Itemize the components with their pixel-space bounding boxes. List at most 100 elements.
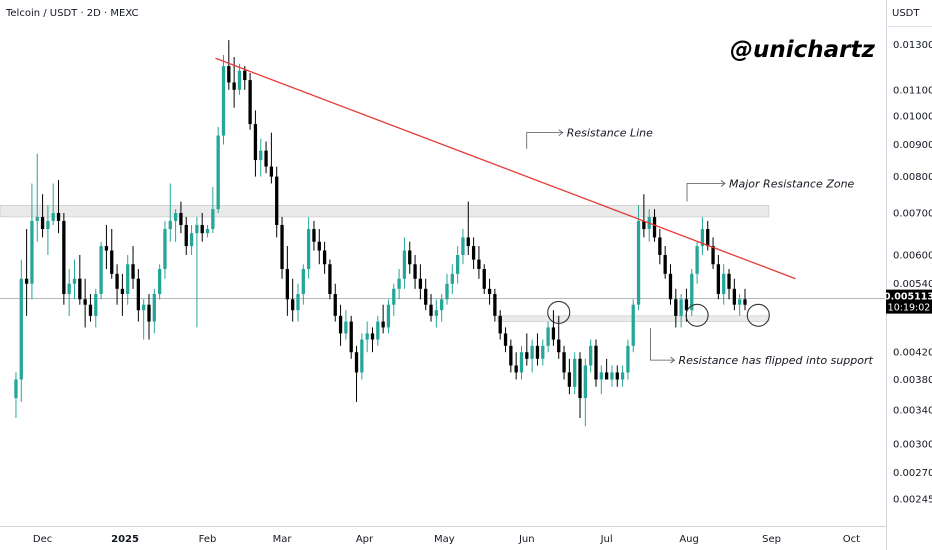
candle-body (296, 294, 300, 311)
candle (333, 283, 337, 322)
candle-body (88, 304, 93, 316)
candle-body (354, 352, 359, 373)
candle (413, 255, 417, 289)
candle-body (317, 241, 321, 251)
candle-body (626, 345, 630, 373)
candle (62, 212, 66, 305)
candle (716, 255, 721, 300)
candle-body (285, 268, 290, 300)
candle-body (157, 268, 162, 295)
candle (583, 358, 587, 427)
candle (525, 333, 529, 366)
candle-body (344, 321, 348, 334)
candle-body (424, 288, 428, 305)
bar-countdown: 10:19:02 (888, 303, 931, 314)
candle (589, 339, 593, 373)
candle-body (567, 372, 572, 387)
candle (216, 126, 220, 213)
candle-body (679, 299, 683, 316)
candle-body (168, 220, 172, 230)
candle-body (78, 278, 82, 300)
candle (578, 352, 582, 418)
resistance-zone-0 (0, 205, 770, 218)
price-tick-label: 0.002450 (893, 495, 932, 506)
candle-body (450, 273, 454, 284)
candle (573, 352, 577, 395)
annotations: Resistance Line Major Resistance Zone Resi… (526, 127, 874, 367)
candle-body (631, 304, 635, 346)
candle-body (376, 321, 380, 340)
candle (72, 259, 77, 300)
candle (131, 246, 135, 289)
candle (445, 273, 449, 305)
candle-body (434, 310, 438, 316)
candle-body (136, 278, 141, 311)
candle-body (711, 246, 715, 265)
candle-body (147, 304, 151, 322)
candle-body (599, 372, 603, 380)
time-tick-label: Sep (762, 534, 781, 545)
current-price-badge: 0.005113 10:19:02 (884, 289, 932, 314)
candle-body (163, 229, 167, 269)
annotation-arrow-1 (686, 183, 726, 202)
candle (253, 110, 258, 177)
time-tick-label: May (434, 534, 455, 545)
candle (727, 268, 731, 300)
candle-body (14, 379, 18, 399)
candle (168, 183, 172, 242)
candle (429, 294, 433, 322)
candle-body (706, 229, 710, 247)
candle (301, 264, 305, 305)
candle (248, 72, 252, 130)
candle (498, 310, 502, 340)
candle (418, 264, 423, 300)
candle-body (562, 352, 566, 373)
candle (461, 229, 465, 265)
candle (237, 63, 242, 95)
candle (471, 237, 476, 269)
candle-body (227, 66, 231, 83)
candle-body (205, 229, 210, 234)
candle-body (418, 278, 423, 289)
candle (317, 229, 321, 265)
candle (450, 264, 454, 295)
candle (136, 268, 141, 322)
annotation-label-1: Major Resistance Zone (729, 178, 855, 191)
candle (259, 138, 263, 177)
candle-body (466, 237, 470, 247)
candle (40, 194, 45, 238)
annotation-label-0: Resistance Line (567, 127, 653, 140)
candle-body (232, 82, 236, 90)
candle-body (589, 345, 593, 366)
candle (376, 315, 380, 346)
candle (227, 40, 231, 90)
candle (434, 299, 438, 328)
candle-body (306, 229, 311, 269)
candle (152, 288, 156, 334)
candle-body (573, 358, 577, 387)
candle-body (722, 273, 726, 295)
candle-body (216, 135, 220, 210)
candle (392, 283, 396, 316)
candle (668, 264, 673, 305)
candle-body (381, 321, 385, 328)
candle (732, 278, 736, 311)
candle-body (115, 273, 119, 289)
candle (83, 278, 87, 328)
candle (381, 304, 385, 334)
candle-body (700, 229, 705, 247)
candle (658, 229, 662, 265)
candle (466, 201, 470, 256)
candle (291, 278, 295, 322)
candle-body (24, 278, 29, 284)
candle-body (695, 246, 699, 274)
candle (157, 264, 162, 300)
candle-body (269, 166, 274, 177)
candle-body (445, 283, 449, 300)
candle-body (727, 273, 731, 289)
